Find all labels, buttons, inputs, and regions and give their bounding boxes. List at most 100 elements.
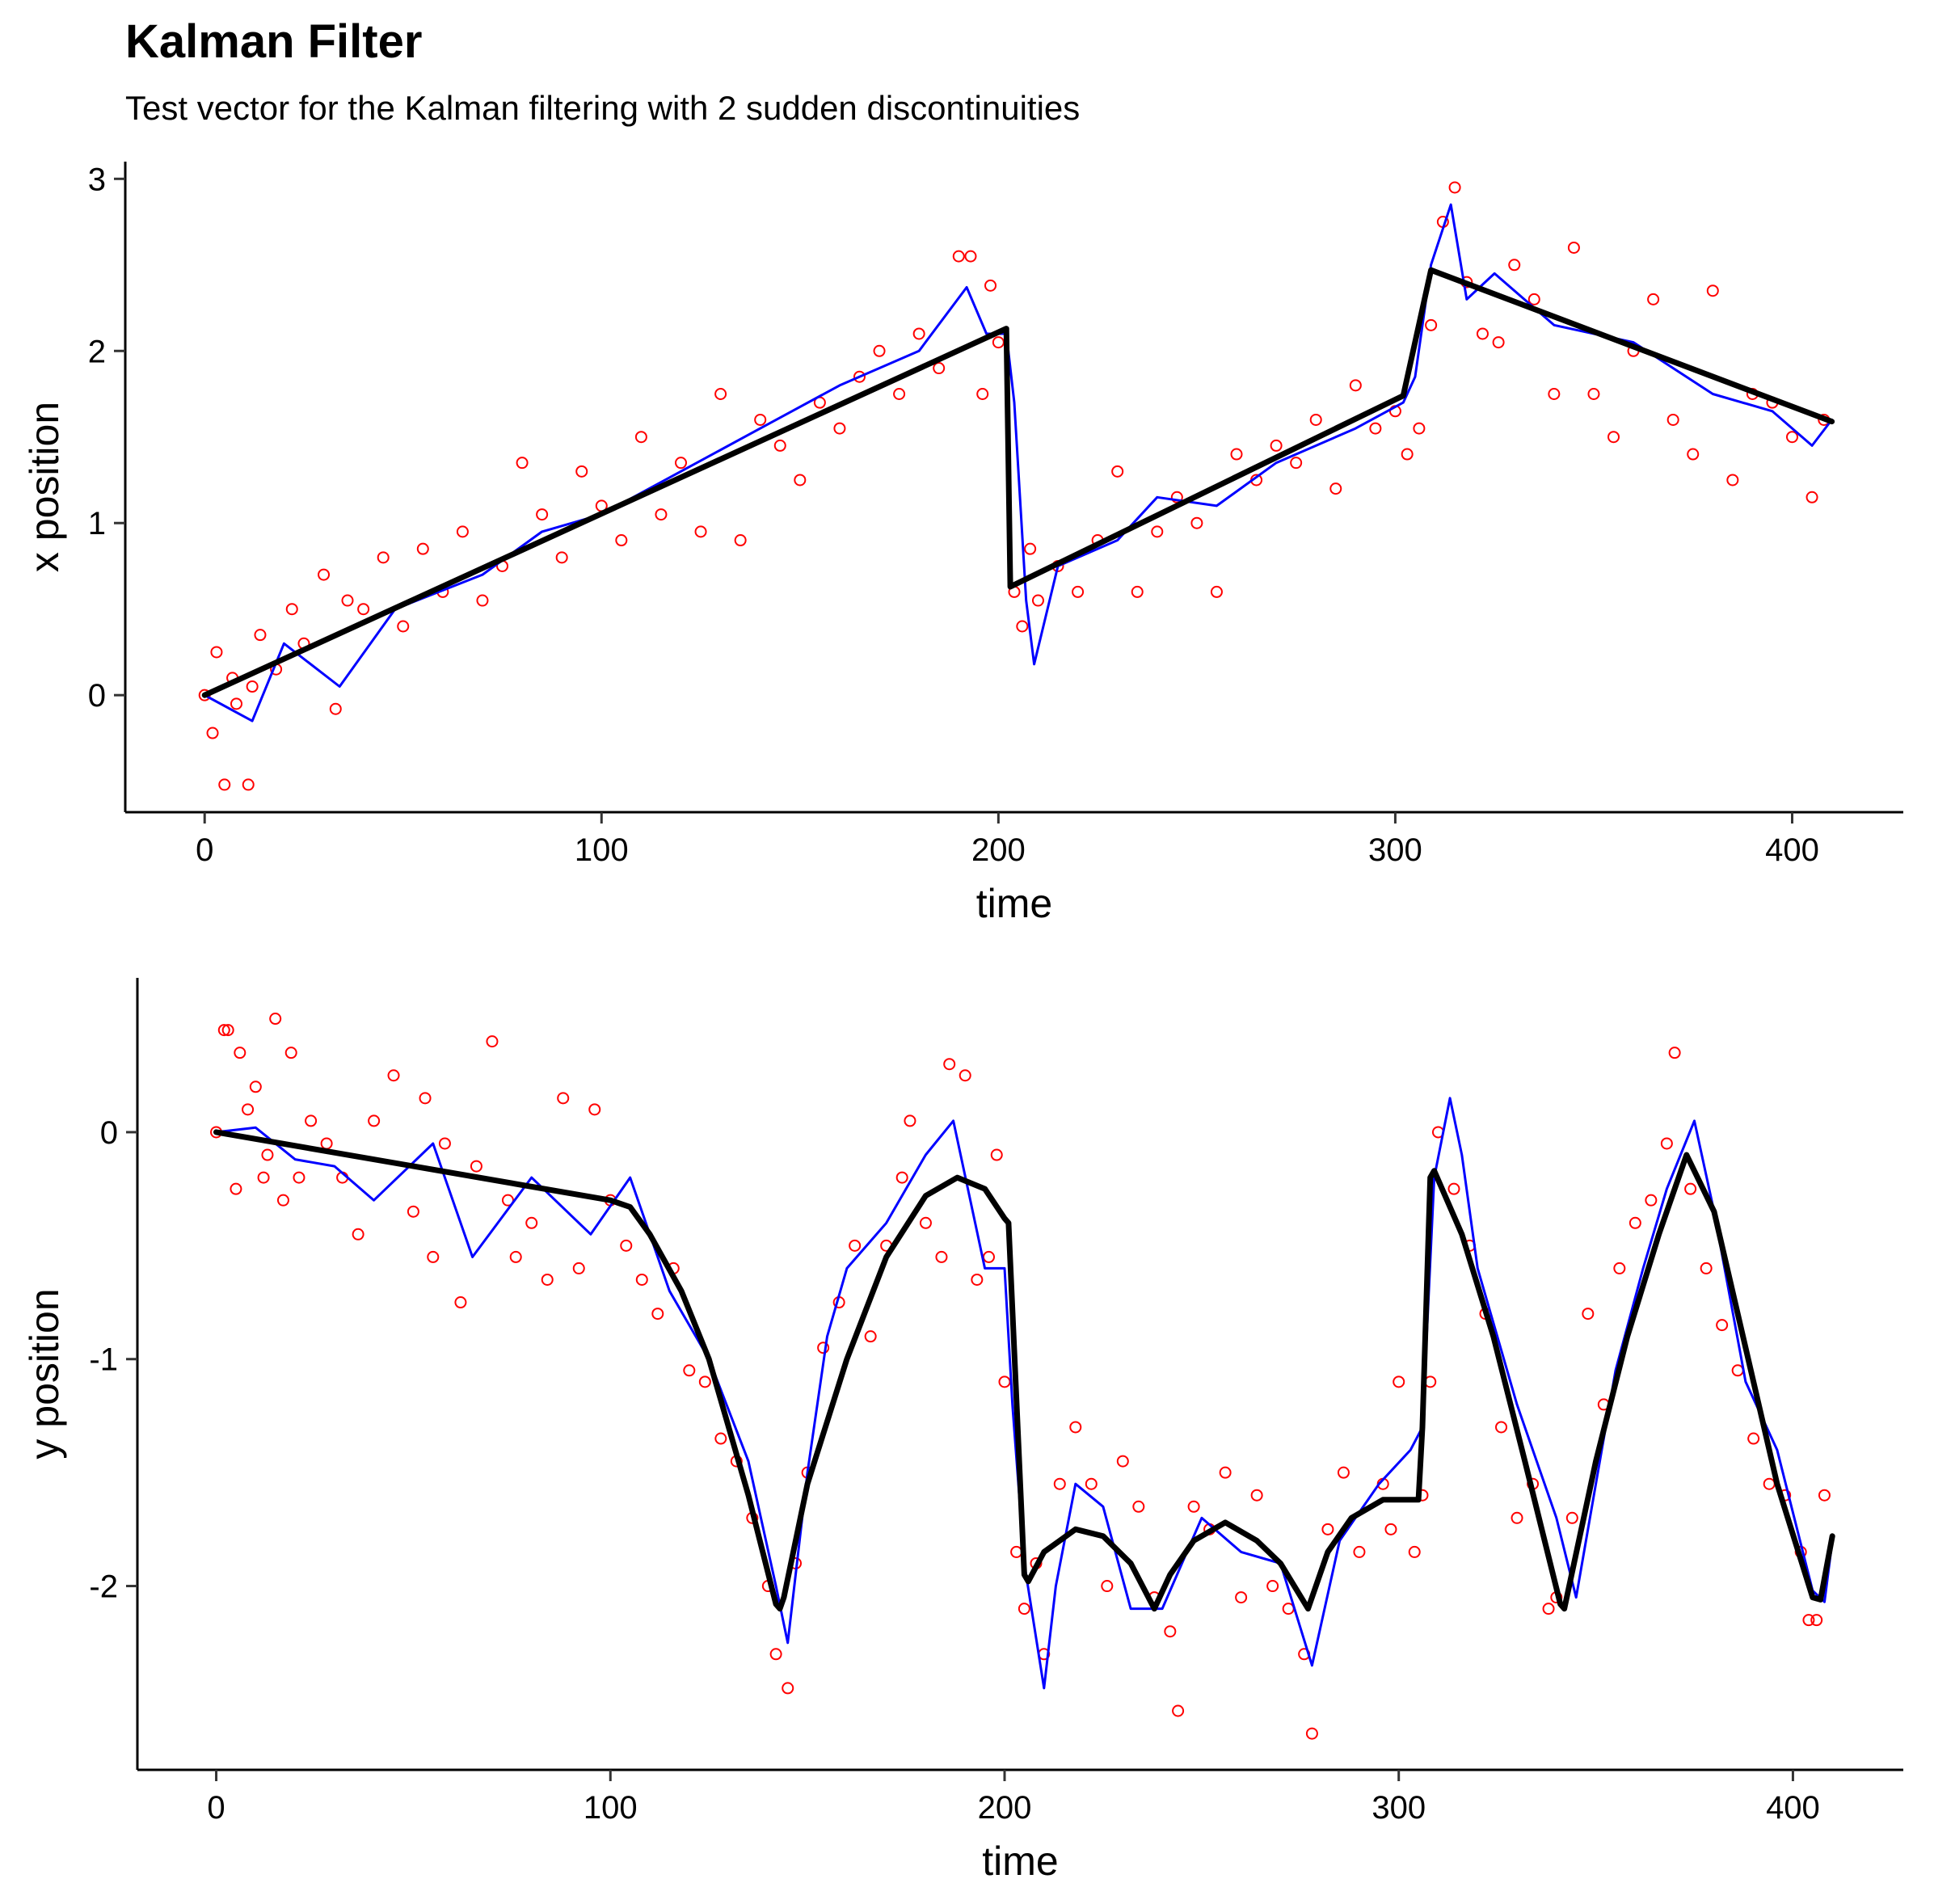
x-observation-point bbox=[964, 250, 977, 263]
y-observation-point bbox=[1660, 1137, 1673, 1150]
y-observation-point bbox=[242, 1103, 255, 1116]
x-observation-point bbox=[794, 474, 807, 487]
chart-subtitle: Test vector for the Kalman filtering wit… bbox=[125, 89, 1081, 127]
y-observation-point bbox=[269, 1013, 282, 1026]
x-panel-x-axis-label: time bbox=[976, 881, 1052, 926]
y-observation-point bbox=[1250, 1489, 1263, 1502]
x-filtered-estimate-line bbox=[203, 203, 1834, 722]
x-observation-point bbox=[1607, 431, 1620, 444]
y-observation-point bbox=[1053, 1477, 1066, 1490]
y-observation-point bbox=[454, 1296, 467, 1309]
x-observation-point bbox=[1666, 413, 1679, 426]
x-observation-point bbox=[1647, 293, 1660, 305]
y-observation-point bbox=[1802, 1614, 1815, 1627]
y-observation-point bbox=[1582, 1308, 1595, 1321]
x-observation-point bbox=[873, 344, 886, 357]
y-observation-point bbox=[1132, 1500, 1145, 1513]
y-observation-point bbox=[904, 1114, 916, 1127]
y-observation-point bbox=[895, 1171, 908, 1184]
x-observation-point bbox=[615, 534, 628, 547]
x-observation-point bbox=[1527, 293, 1540, 305]
y-observation-point bbox=[541, 1273, 554, 1286]
y-observation-point bbox=[982, 1250, 995, 1263]
y-panel-y-tick-label: -2 bbox=[89, 1569, 118, 1605]
x-observation-point bbox=[318, 568, 331, 581]
y-observation-point bbox=[1187, 1500, 1200, 1513]
y-observation-point bbox=[782, 1682, 794, 1695]
x-observation-point bbox=[1349, 379, 1362, 392]
y-observation-point bbox=[1408, 1545, 1421, 1558]
y-observation-point bbox=[1447, 1182, 1460, 1195]
x-observation-point bbox=[377, 551, 390, 564]
x-panel-y-tick-label: 0 bbox=[88, 678, 106, 714]
y-observation-point bbox=[588, 1103, 601, 1116]
x-observation-point bbox=[329, 702, 342, 715]
y-observation-point bbox=[1511, 1511, 1523, 1524]
y-observation-point bbox=[525, 1216, 538, 1229]
x-observation-point bbox=[933, 362, 946, 375]
y-observation-point bbox=[1116, 1455, 1129, 1468]
y-observation-point bbox=[293, 1171, 305, 1184]
x-observation-point bbox=[1587, 388, 1600, 400]
y-observation-point bbox=[864, 1330, 877, 1343]
y-observation-point bbox=[1763, 1477, 1776, 1490]
y-observation-point bbox=[427, 1250, 440, 1263]
x-panel-x-tick-label: 400 bbox=[1765, 832, 1819, 868]
x-observation-point bbox=[341, 594, 354, 607]
x-panel-y-axis-label: x position bbox=[22, 402, 67, 572]
y-observation-point bbox=[1384, 1523, 1397, 1535]
x-observation-point bbox=[1476, 327, 1489, 340]
x-observation-point bbox=[984, 279, 997, 292]
y-observation-point bbox=[249, 1080, 262, 1093]
x-observation-point bbox=[246, 680, 259, 693]
y-observation-point bbox=[486, 1035, 499, 1048]
y-observation-point bbox=[387, 1069, 400, 1082]
x-observation-point bbox=[536, 508, 549, 521]
x-observation-point bbox=[1210, 585, 1223, 598]
y-observation-point bbox=[470, 1160, 482, 1173]
y-observation-point bbox=[1010, 1545, 1023, 1558]
y-observation-point bbox=[1629, 1216, 1641, 1229]
x-observation-point bbox=[1567, 241, 1580, 254]
y-observation-point bbox=[230, 1182, 242, 1195]
x-observation-point bbox=[1111, 465, 1124, 478]
y-observation-point bbox=[217, 1024, 230, 1037]
x-true-state-line bbox=[201, 267, 1835, 698]
x-observation-point bbox=[1706, 284, 1719, 297]
x-observation-point bbox=[416, 542, 429, 555]
y-observation-point bbox=[276, 1194, 289, 1207]
x-observation-point bbox=[1016, 620, 1029, 633]
y-observation-point bbox=[305, 1114, 318, 1127]
x-observation-point bbox=[1369, 422, 1382, 435]
x-panel-x-tick-label: 200 bbox=[971, 832, 1026, 868]
y-observation-point bbox=[419, 1092, 432, 1105]
x-observation-point bbox=[714, 388, 727, 400]
x-observation-point bbox=[254, 629, 267, 642]
y-observation-point bbox=[1172, 1704, 1185, 1717]
x-observation-point bbox=[397, 620, 410, 633]
y-observation-point bbox=[959, 1069, 971, 1082]
y-observation-point bbox=[1282, 1603, 1295, 1615]
x-observation-point bbox=[210, 646, 223, 659]
x-observation-point bbox=[575, 465, 588, 478]
x-observation-point bbox=[1230, 448, 1243, 461]
y-panel-x-tick-label: 0 bbox=[207, 1790, 225, 1826]
x-observation-point bbox=[1413, 422, 1426, 435]
y-observation-point bbox=[935, 1250, 948, 1263]
x-observation-point bbox=[976, 388, 989, 400]
x-observation-point bbox=[1131, 585, 1144, 598]
x-observation-point bbox=[516, 457, 529, 470]
y-observation-point bbox=[438, 1137, 451, 1150]
x-observation-point bbox=[694, 525, 707, 538]
y-observation-point bbox=[919, 1216, 932, 1229]
y-panel-y-tick-label: 0 bbox=[100, 1115, 118, 1151]
y-panel-x-axis-label: time bbox=[982, 1839, 1058, 1884]
y-observation-point bbox=[1266, 1580, 1279, 1593]
y-observation-point bbox=[769, 1648, 782, 1661]
y-observation-point bbox=[257, 1171, 270, 1184]
x-observation-point bbox=[773, 439, 786, 452]
y-observation-point bbox=[368, 1114, 381, 1127]
x-panel-y-tick-label: 1 bbox=[88, 506, 106, 541]
x-observation-point bbox=[1448, 181, 1461, 194]
